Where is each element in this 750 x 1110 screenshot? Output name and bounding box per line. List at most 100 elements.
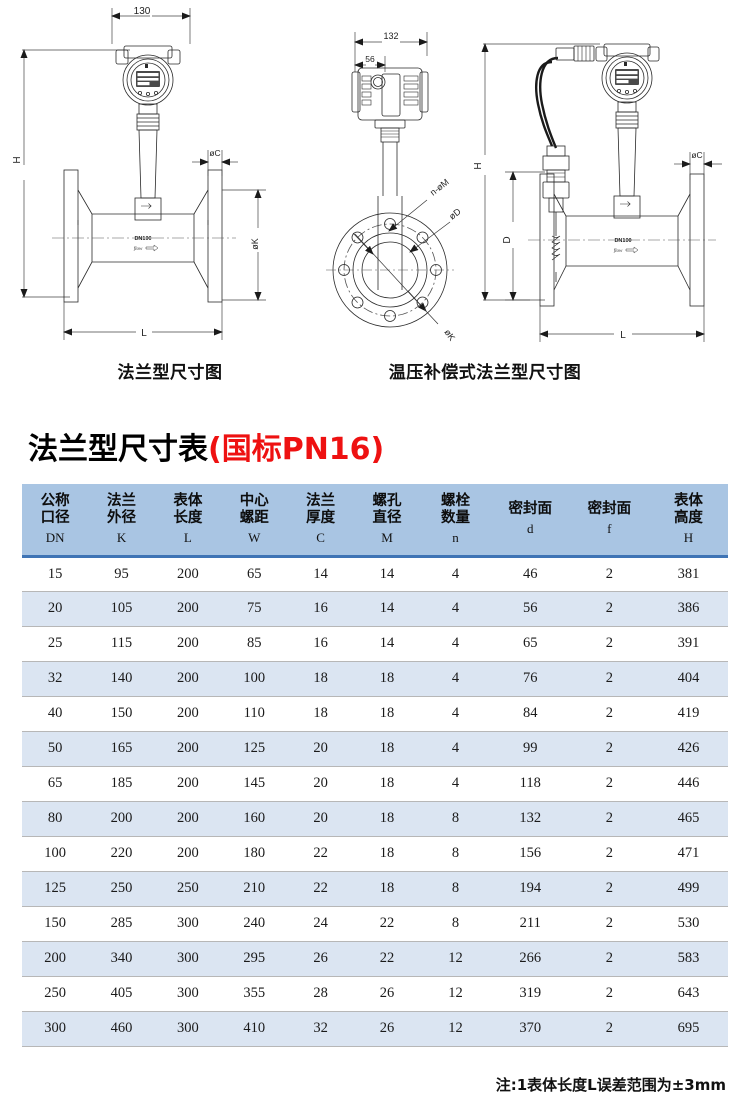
table-cell: 300 [154,976,222,1012]
table-cell: 84 [490,696,570,732]
table-cell: 200 [154,836,222,872]
caption-figure-2: 温压补偿式法兰型尺寸图 [388,363,582,383]
flow-arrow-icon-1 [145,244,159,252]
table-cell: 695 [648,1011,728,1047]
table-cell: 118 [490,766,570,802]
table-cell: 250 [88,871,155,907]
table-cell: 2 [569,1011,649,1047]
table-cell: 266 [490,941,570,977]
table-cell: 115 [88,626,155,662]
table-cell: 65 [221,556,288,592]
table-cell: 300 [154,941,222,977]
table-body: 15 95 200 65 14 14 4 46 2 381 20 105 200 75 16 14 4 56 2 38… [22,556,728,1047]
figure-3-compensated-type: H D [473,43,722,342]
table-cell: 471 [648,836,728,872]
table-cell: 419 [648,696,728,732]
drawings-svg: DN100 flow øC øK [12,6,722,343]
table-cell: 185 [88,766,155,802]
header-cn-line1: 螺栓 [440,492,470,509]
table-cell: 200 [154,731,222,767]
header-cn-line2: 口径 [40,510,70,527]
table-cell: 4 [420,556,491,592]
dim-H-3 [481,43,600,301]
figure-2-flange-face-view: 132 56 [326,31,463,343]
dim-H [20,49,130,298]
table-cell: 46 [490,556,570,592]
table-cell: 75 [221,591,288,627]
table-cell: 460 [88,1011,155,1047]
header-cn-line2: 外径 [107,510,137,527]
dim-label-H-1: H [12,156,23,163]
dim-label-oK-1: øK [250,238,260,250]
header-cn-line2: 螺距 [239,510,269,527]
table-cell: 18 [353,696,421,732]
table-cell: 211 [490,906,570,942]
table-row: 250 405 300 355 28 26 12 319 2 643 [22,976,728,1012]
table-header-cell-H: 表体 高度 H [648,484,728,558]
table-cell: 140 [88,661,155,697]
header-cn-line2: 密封面 [587,501,632,518]
table-cell: 22 [353,941,421,977]
dim-oK-1 [222,189,266,301]
table-cell: 180 [221,836,288,872]
body-label-flow: flow [134,247,143,252]
table-cell: 50 [22,731,89,767]
table-cell: 28 [287,976,354,1012]
technical-drawings-panel: DN100 flow øC øK [0,0,750,400]
header-cn-line1: 表体 [673,492,703,509]
header-cn-line1: 法兰 [306,492,336,509]
dim-label-H-3: H [473,162,484,169]
table-cell: 643 [648,976,728,1012]
table-row: 40 150 200 110 18 18 4 84 2 419 [22,696,728,732]
table-cell: 200 [154,766,222,802]
table-cell: 125 [221,731,288,767]
transmitter-stem-1 [134,103,162,221]
table-cell: 2 [569,591,649,627]
table-cell: 156 [490,836,570,872]
table-cell: 583 [648,941,728,977]
table-header-cell-n: 螺栓 数量 n [420,484,491,558]
dim-label-oD: øD [447,206,463,222]
table-row: 15 95 200 65 14 14 4 46 2 381 [22,556,728,592]
leader-n-oM [388,199,428,232]
table-cell: 8 [420,906,491,942]
table-cell: 12 [420,941,491,977]
transmitter-stem-3 [613,101,641,219]
table-cell: 110 [221,696,288,732]
transmitter-head-2 [351,67,429,129]
table-cell: 16 [287,591,354,627]
table-cell: 26 [287,941,354,977]
table-cell: 2 [569,661,649,697]
dim-label-oK-2: øK [442,327,457,342]
table-cell: 22 [287,836,354,872]
dimension-table-container: 公称 口径 DN 法兰 外径 K 表体 长度 L 中心 螺距 W 法兰 厚度 C 螺孔 直径 M 螺栓 数量 n 密封面 d… [22,484,728,1047]
table-cell: 160 [221,801,288,837]
table-cell: 150 [22,906,89,942]
table-cell: 8 [420,871,491,907]
dim-label-130: 130 [134,6,151,17]
table-cell: 18 [353,766,421,802]
table-cell: 14 [353,626,421,662]
table-cell: 26 [353,1011,421,1047]
table-cell: 65 [490,626,570,662]
dim-label-oC-3: øC [691,150,702,160]
body-label-dn100-3: DN100 [614,238,631,244]
table-row: 150 285 300 240 24 22 8 211 2 530 [22,906,728,942]
header-cn-line2: 长度 [173,510,203,527]
dim-label-56: 56 [365,54,375,64]
dim-L-1 [63,302,223,340]
dim-L-3 [539,306,705,342]
table-header-cell-M: 螺孔 直径 M [353,484,421,558]
table-cell: 2 [569,976,649,1012]
table-cell: 18 [287,661,354,697]
table-header-cell-C: 法兰 厚度 C [287,484,354,558]
dim-label-n-oM: n-øM [428,177,451,198]
table-cell: 76 [490,661,570,697]
table-cell: 391 [648,626,728,662]
section-title-main: 法兰型尺寸表 [28,432,208,467]
table-header-cell-DN: 公称 口径 DN [22,484,89,558]
header-cn-line1: 中心 [239,492,269,509]
table-cell: 18 [353,731,421,767]
table-header-cell-L: 表体 长度 L [154,484,222,558]
header-cn-line2: 密封面 [508,501,553,518]
